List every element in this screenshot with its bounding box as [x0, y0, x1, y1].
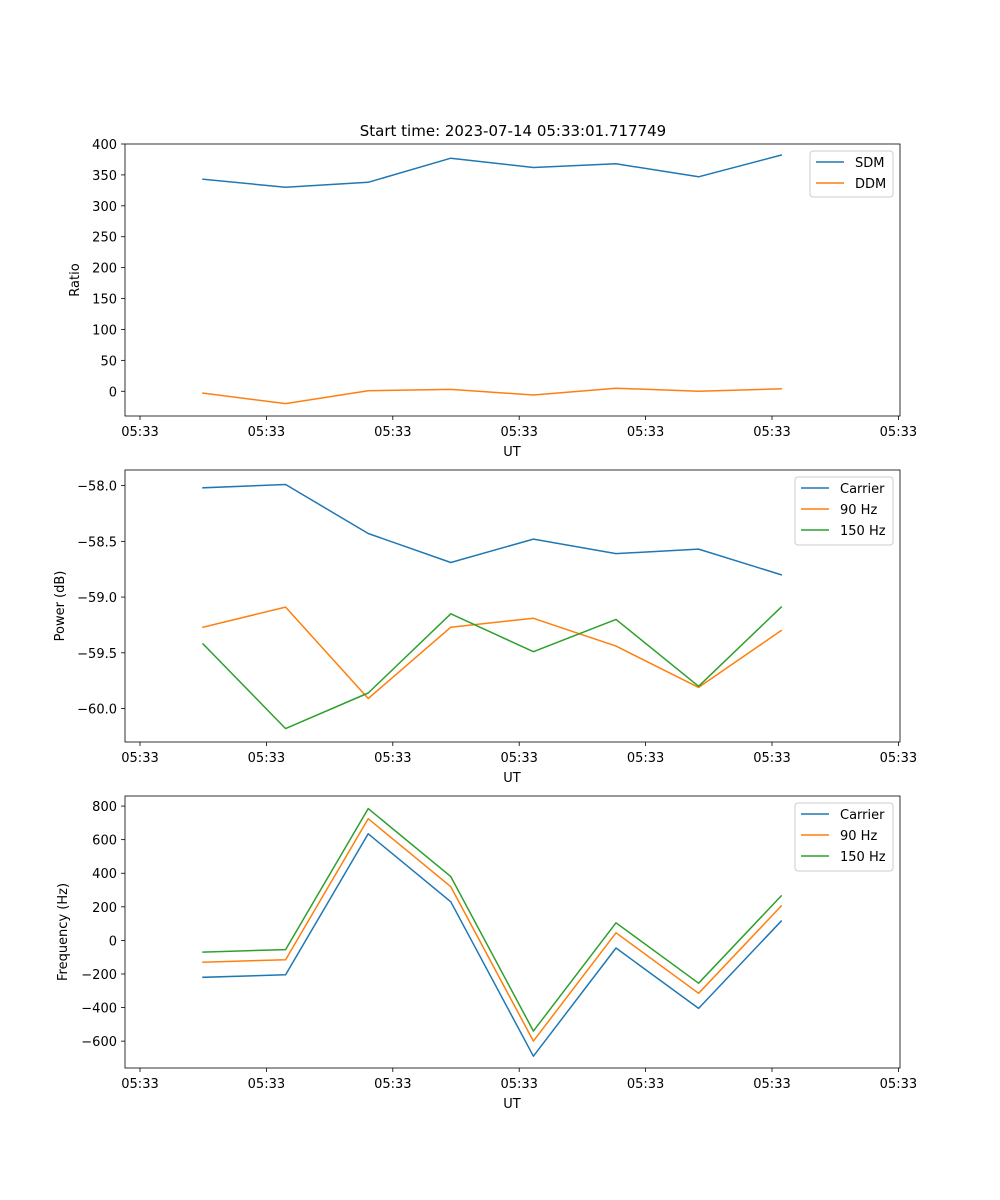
frequency-x-tick-label: 05:33 [248, 1077, 285, 1092]
chart-title: Start time: 2023-07-14 05:33:01.717749 [360, 122, 666, 140]
frequency-series-150-hz [202, 807, 783, 1032]
ratio-x-tick-label: 05:33 [248, 425, 285, 440]
power-legend-label-150hz: 150 Hz [840, 524, 886, 539]
ratio-legend-label-ddm: DDM [855, 177, 886, 192]
power-series-carrier [202, 483, 783, 576]
frequency-series-90-hz [202, 817, 783, 1042]
power-y-tick-label: −58.0 [77, 480, 117, 495]
power-x-tick-label: 05:33 [880, 751, 917, 766]
frequency-y-tick-label: 400 [92, 867, 117, 882]
frequency-y-tick-label: −400 [81, 1002, 117, 1017]
power-series-90-hz [202, 606, 783, 700]
ratio-legend: SDM DDM [809, 150, 894, 198]
power-x-tick-label: 05:33 [121, 751, 158, 766]
power-y-label: Power (dB) [53, 571, 68, 642]
frequency-x-tick-label: 05:33 [374, 1077, 411, 1092]
frequency-legend-box [794, 802, 894, 872]
frequency-y-tick-label: 600 [92, 834, 117, 849]
power-x-tick-label: 05:33 [374, 751, 411, 766]
ratio-series-ddm [202, 387, 782, 405]
power-x-tick-label: 05:33 [248, 751, 285, 766]
frequency-y-tick-label: 0 [109, 934, 117, 949]
frequency-x-tick-label: 05:33 [627, 1077, 664, 1092]
ratio-x-label: UT [503, 445, 521, 460]
frequency-legend: Carrier 90 Hz 150 Hz [794, 802, 894, 872]
ratio-x-tick-label: 05:33 [121, 425, 158, 440]
frequency-legend-label-carrier: Carrier [840, 808, 885, 823]
frequency-y-tick-label: −600 [81, 1035, 117, 1050]
power-series-lines [201, 483, 783, 730]
frequency-legend-label-90hz: 90 Hz [840, 829, 877, 844]
frequency-x-tick-label: 05:33 [500, 1077, 537, 1092]
ratio-y-tick-label: 250 [92, 231, 117, 246]
frequency-y-tick-label: 800 [92, 800, 117, 815]
ratio-y-tick-label: 150 [92, 293, 117, 308]
power-y-tick-label: −59.5 [77, 647, 117, 662]
power-ticks: 05:3305:3305:3305:3305:3305:3305:3305:34… [77, 480, 917, 766]
ratio-x-tick-label: 05:33 [627, 425, 664, 440]
panel-power: 05:3305:3305:3305:3305:3305:3305:3305:34… [53, 469, 917, 786]
frequency-series-carrier [202, 833, 783, 1057]
ratio-legend-label-sdm: SDM [855, 156, 884, 171]
ratio-y-tick-label: 200 [92, 262, 117, 277]
power-x-tick-label: 05:33 [627, 751, 664, 766]
ratio-y-tick-label: 100 [92, 323, 117, 338]
ratio-ticks: 05:3305:3305:3305:3305:3305:3305:3305:34… [92, 138, 917, 440]
ratio-x-tick-label: 05:33 [374, 425, 411, 440]
ratio-x-tick-label: 05:33 [500, 425, 537, 440]
frequency-ticks: 05:3305:3305:3305:3305:3305:3305:3305:34… [81, 800, 917, 1092]
ratio-y-tick-label: 400 [92, 138, 117, 153]
frequency-y-tick-label: 200 [92, 901, 117, 916]
power-legend-box [794, 476, 894, 546]
ratio-y-tick-label: 50 [100, 354, 117, 369]
frequency-axes-frame [124, 795, 901, 1069]
frequency-x-label: UT [503, 1097, 521, 1112]
frequency-x-tick-label: 05:33 [753, 1077, 790, 1092]
frequency-x-tick-label: 05:33 [880, 1077, 917, 1092]
power-legend: Carrier 90 Hz 150 Hz [794, 476, 894, 546]
ratio-y-label: Ratio [68, 263, 83, 296]
power-y-tick-label: −59.0 [77, 591, 117, 606]
power-legend-label-90hz: 90 Hz [840, 503, 877, 518]
panel-frequency: 05:3305:3305:3305:3305:3305:3305:3305:34… [56, 795, 917, 1112]
ratio-series-sdm [202, 154, 783, 189]
ratio-y-tick-label: 300 [92, 200, 117, 215]
power-x-tick-label: 05:33 [753, 751, 790, 766]
frequency-x-tick-label: 05:33 [121, 1077, 158, 1092]
ratio-series-lines [202, 154, 783, 405]
power-axes-frame [124, 469, 901, 743]
frequency-y-label: Frequency (Hz) [56, 883, 71, 981]
frequency-y-tick-label: −200 [81, 968, 117, 983]
power-x-label: UT [503, 771, 521, 786]
power-legend-label-carrier: Carrier [840, 482, 885, 497]
ratio-y-tick-label: 350 [92, 169, 117, 184]
frequency-series-lines [202, 807, 783, 1057]
power-x-tick-label: 05:33 [500, 751, 537, 766]
ratio-axes-frame [124, 143, 901, 417]
frequency-legend-label-150hz: 150 Hz [840, 850, 886, 865]
power-y-tick-label: −60.0 [77, 703, 117, 718]
ratio-x-tick-label: 05:33 [753, 425, 790, 440]
ratio-y-tick-label: 0 [109, 385, 117, 400]
ratio-x-tick-label: 05:33 [880, 425, 917, 440]
panel-ratio: 05:3305:3305:3305:3305:3305:3305:3305:34… [68, 138, 917, 460]
power-series-150-hz [201, 606, 783, 730]
power-y-tick-label: −58.5 [77, 535, 117, 550]
